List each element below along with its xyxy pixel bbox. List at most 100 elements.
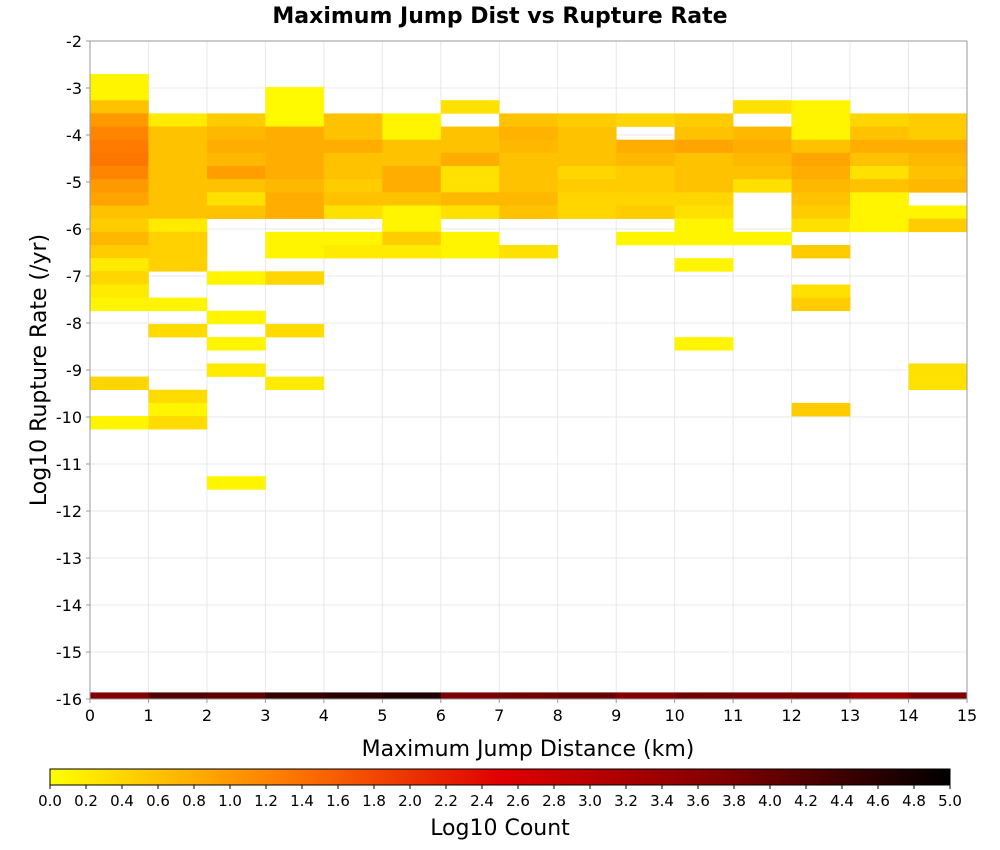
heatmap-cell	[323, 152, 383, 167]
heatmap-cell	[440, 205, 500, 219]
x-tick-label: 15	[957, 706, 977, 725]
heatmap-cell	[265, 271, 325, 285]
heatmap-cell	[733, 100, 792, 114]
heatmap-cell	[557, 152, 617, 167]
heatmap-cell	[323, 139, 383, 154]
heatmap-cell	[674, 258, 734, 272]
heatmap-cell	[791, 166, 851, 180]
heatmap-cell	[616, 139, 675, 154]
y-axis-label: Log10 Rupture Rate (/yr)	[27, 234, 52, 506]
heatmap-cell	[206, 192, 266, 206]
heatmap-cell	[791, 152, 851, 167]
heatmap-cell	[850, 166, 909, 180]
heatmap-cell	[557, 205, 617, 219]
colorbar-tick-label: 1.0	[218, 792, 242, 810]
heatmap-cell	[382, 205, 442, 219]
x-tick-label: 13	[840, 706, 860, 725]
heatmap-cell	[733, 231, 792, 246]
heatmap-cells	[90, 73, 968, 700]
heatmap-cell	[791, 692, 851, 700]
heatmap-cell	[323, 205, 383, 219]
heatmap-cell	[265, 126, 325, 140]
heatmap-cell	[791, 218, 851, 233]
colorbar-tick-label: 1.8	[362, 792, 386, 810]
colorbar-tick-label: 1.4	[290, 792, 314, 810]
heatmap-cell	[499, 139, 559, 154]
heatmap-cell	[850, 205, 909, 219]
heatmap-cell	[382, 126, 442, 140]
heatmap-cell	[265, 205, 325, 219]
x-axis-ticks: 0 1 2 3 4 5 6 7 8 9 10 11 12 13 14 15	[85, 699, 977, 725]
y-tick-label: -9	[66, 361, 82, 380]
colorbar-tick-label: 3.2	[614, 792, 638, 810]
heatmap-cell	[148, 692, 208, 700]
heatmap-cell	[733, 166, 792, 180]
heatmap-cell	[382, 139, 442, 154]
y-tick-label: -2	[66, 32, 82, 51]
y-tick-label: -3	[66, 79, 82, 98]
heatmap-cell	[265, 179, 325, 193]
x-tick-label: 0	[85, 706, 95, 725]
heatmap-cell	[90, 113, 149, 127]
heatmap-cell	[323, 692, 383, 700]
heatmap-cell	[733, 152, 792, 167]
heatmap-cell	[733, 139, 792, 154]
heatmap-cell	[323, 113, 383, 127]
colorbar-tick-label: 4.6	[866, 792, 890, 810]
heatmap-cell	[90, 284, 149, 298]
heatmap-cell	[148, 297, 208, 312]
y-tick-label: -13	[56, 549, 82, 568]
heatmap-cell	[674, 179, 734, 193]
heatmap-cell	[206, 179, 266, 193]
x-tick-label: 2	[202, 706, 212, 725]
heatmap-cell	[265, 113, 325, 127]
colorbar-tick-label: 3.8	[722, 792, 746, 810]
heatmap-cell	[148, 166, 208, 180]
heatmap-cell	[206, 139, 266, 154]
heatmap-cell	[908, 152, 968, 167]
heatmap-cell	[265, 692, 325, 700]
colorbar-tick-label: 0.2	[74, 792, 98, 810]
colorbar-label: Log10 Count	[430, 816, 570, 841]
y-tick-label: -14	[56, 596, 82, 615]
heatmap-cell	[674, 126, 734, 140]
heatmap-cell	[791, 126, 851, 140]
heatmap-cell	[90, 692, 149, 700]
heatmap-cell	[557, 192, 617, 206]
heatmap-cell	[616, 152, 675, 167]
heatmap-cell	[908, 113, 968, 127]
heatmap-cell	[674, 692, 734, 700]
heatmap-cell	[733, 179, 792, 193]
heatmap-cell	[440, 244, 500, 259]
heatmap-cell	[616, 692, 675, 700]
x-tick-label: 14	[898, 706, 918, 725]
heatmap-cell	[791, 100, 851, 114]
heatmap-cell	[206, 310, 266, 325]
y-tick-label: -11	[56, 455, 82, 474]
heatmap-cell	[850, 692, 909, 700]
x-tick-label: 1	[143, 706, 153, 725]
heatmap-cell	[382, 152, 442, 167]
heatmap-cell	[206, 363, 266, 377]
heatmap-cell	[323, 231, 383, 246]
y-tick-label: -8	[66, 314, 82, 333]
colorbar-tick-label: 5.0	[938, 792, 962, 810]
heatmap-cell	[323, 244, 383, 259]
heatmap-cell	[382, 218, 442, 233]
heatmap-cell	[382, 166, 442, 180]
heatmap-cell	[90, 376, 149, 391]
heatmap-cell	[440, 152, 500, 167]
heatmap-cell	[90, 139, 149, 154]
heatmap-cell	[850, 179, 909, 193]
heatmap-cell	[148, 113, 208, 127]
heatmap-cell	[148, 179, 208, 193]
heatmap-cell	[616, 205, 675, 219]
heatmap-cell	[674, 113, 734, 127]
colorbar-tick-label: 0.6	[146, 792, 170, 810]
heatmap-cell	[674, 231, 734, 246]
heatmap-cell	[440, 126, 500, 140]
y-tick-label: -12	[56, 502, 82, 521]
heatmap-cell	[674, 152, 734, 167]
heatmap-cell	[265, 244, 325, 259]
heatmap-cell	[206, 271, 266, 285]
